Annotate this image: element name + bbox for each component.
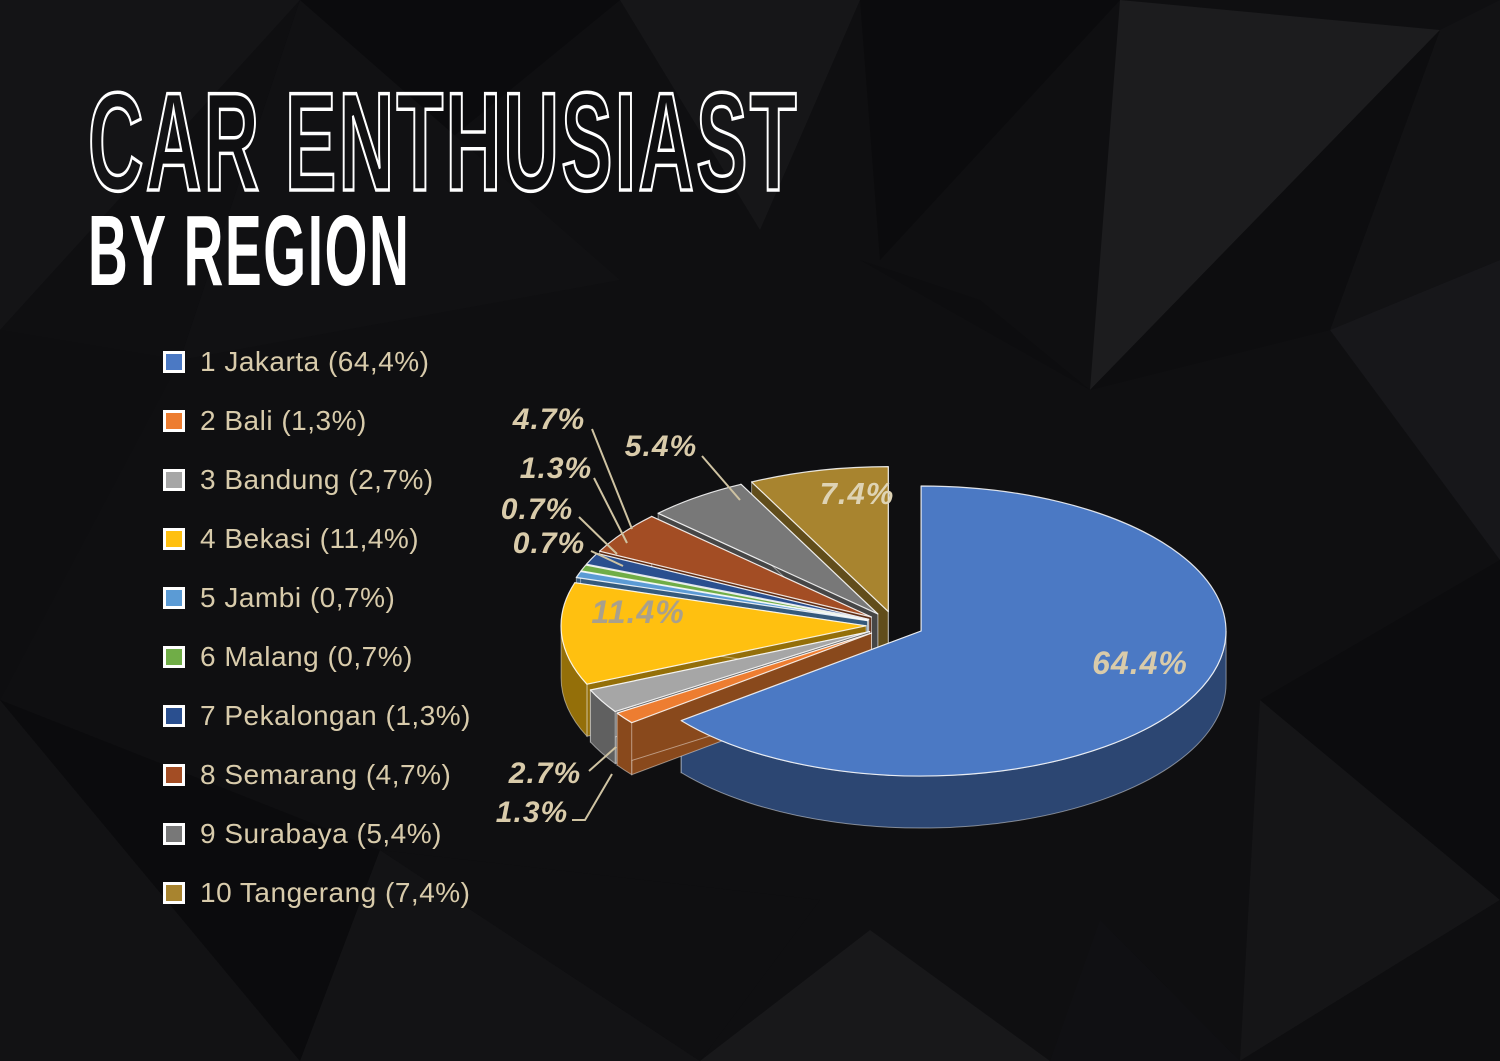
background-triangle xyxy=(180,0,620,360)
legend-item-4: 4 Bekasi (11,4%) xyxy=(163,523,471,554)
pie-leader-pekalongan xyxy=(593,477,628,544)
legend-swatch xyxy=(163,646,185,668)
pie-label-jakarta: 64.4% xyxy=(1092,645,1188,681)
legend-item-6: 6 Malang (0,7%) xyxy=(163,641,471,672)
background-triangle xyxy=(1240,700,1500,1061)
legend-label: 4 Bekasi (11,4%) xyxy=(200,523,420,554)
legend-item-5: 5 Jambi (0,7%) xyxy=(163,582,471,613)
legend-label: 10 Tangerang (7,4%) xyxy=(200,877,471,908)
pie-leader-surabaya xyxy=(701,455,741,501)
pie-leader-semarang xyxy=(591,428,633,530)
legend-swatch-color xyxy=(166,767,182,783)
legend: 1 Jakarta (64,4%) 2 Bali (1,3%) 3 Bandung … xyxy=(163,346,472,908)
legend-label: 7 Pekalongan (1,3%) xyxy=(200,700,472,731)
pie-slice-surabaya xyxy=(657,483,879,615)
background-triangle xyxy=(1240,900,1500,1061)
legend-label: 5 Jambi (0,7%) xyxy=(200,582,396,613)
legend-item-10: 10 Tangerang (7,4%) xyxy=(163,877,471,908)
legend-label: 3 Bandung (2,7%) xyxy=(200,464,434,495)
pie-label-tangerang: 7.4% xyxy=(820,476,895,511)
background-triangle xyxy=(1330,0,1500,330)
legend-swatch-color xyxy=(166,590,182,606)
pie-slice-jambi xyxy=(575,570,869,622)
pie-label-bekasi: 11.4% xyxy=(591,594,684,630)
legend-item-3: 3 Bandung (2,7%) xyxy=(163,464,471,495)
legend-swatch xyxy=(163,764,185,786)
pie-leader-malang xyxy=(578,516,618,555)
pie-slice-bandung xyxy=(589,631,871,713)
pie-label-surabaya: 5.4% xyxy=(625,430,697,463)
pie-label-pekalongan: 1.3% xyxy=(520,452,592,485)
pie-leader-jambi xyxy=(590,550,624,567)
background-triangle xyxy=(1260,560,1500,900)
legend-label: 1 Jakarta (64,4%) xyxy=(200,346,430,377)
legend-label: 6 Malang (0,7%) xyxy=(200,641,413,672)
legend-swatch xyxy=(163,528,185,550)
legend-swatch xyxy=(163,587,185,609)
legend-swatch-color xyxy=(166,826,182,842)
pie-label-bali: 1.3% xyxy=(496,796,568,829)
background-triangle xyxy=(0,330,180,700)
legend-item-8: 8 Semarang (4,7%) xyxy=(163,759,471,790)
legend-item-9: 9 Surabaya (5,4%) xyxy=(163,818,471,849)
legend-item-7: 7 Pekalongan (1,3%) xyxy=(163,700,472,731)
background-triangle xyxy=(1090,0,1440,390)
title-line2: BY REGION xyxy=(88,196,410,308)
legend-item-1: 1 Jakarta (64,4%) xyxy=(163,346,471,377)
background-triangle xyxy=(1330,260,1500,560)
legend-swatch-color xyxy=(166,472,182,488)
pie-slice-semarang xyxy=(599,515,872,618)
background-triangle xyxy=(860,0,1120,260)
legend-swatch-color xyxy=(166,649,182,665)
pie-label-bandung: 2.7% xyxy=(508,757,581,790)
background-triangle xyxy=(0,700,380,1061)
legend-label: 2 Bali (1,3%) xyxy=(200,405,367,436)
legend-swatch xyxy=(163,882,185,904)
legend-item-2: 2 Bali (1,3%) xyxy=(163,405,471,436)
background-triangle xyxy=(380,850,820,1061)
background-triangle xyxy=(700,930,1050,1061)
background-triangle xyxy=(1090,30,1440,390)
pie-label-jambi: 0.7% xyxy=(513,527,585,560)
pie-slice-malang xyxy=(580,564,869,621)
legend-swatch-color xyxy=(166,354,182,370)
pie-slice-jakarta xyxy=(680,485,1227,777)
legend-label: 9 Surabaya (5,4%) xyxy=(200,818,442,849)
legend-swatch-color xyxy=(166,885,182,901)
pie-label-malang: 0.7% xyxy=(501,493,573,526)
legend-swatch xyxy=(163,705,185,727)
pie-leader-bandung xyxy=(588,746,617,772)
title-block: CAR ENTHUSIAST BY REGION xyxy=(87,62,799,308)
legend-swatch-color xyxy=(166,413,182,429)
title-line1: CAR ENTHUSIAST xyxy=(88,64,799,220)
background-triangle xyxy=(300,850,700,1061)
background-triangle xyxy=(860,260,1090,390)
background-triangle xyxy=(1050,920,1240,1061)
background-triangle xyxy=(620,0,860,230)
pie-slice-tangerang xyxy=(751,466,889,613)
legend-swatch xyxy=(163,351,185,373)
pie-label-semarang: 4.7% xyxy=(512,403,585,436)
pie-leader-bali xyxy=(572,773,613,821)
legend-swatch-color xyxy=(166,708,182,724)
legend-label: 8 Semarang (4,7%) xyxy=(200,759,452,790)
background-triangle xyxy=(0,0,300,330)
legend-swatch xyxy=(163,410,185,432)
pie-slice-bali xyxy=(616,632,873,724)
legend-swatch xyxy=(163,469,185,491)
legend-swatch xyxy=(163,823,185,845)
legend-swatch-color xyxy=(166,531,182,547)
pie-slice-bekasi xyxy=(560,582,867,685)
